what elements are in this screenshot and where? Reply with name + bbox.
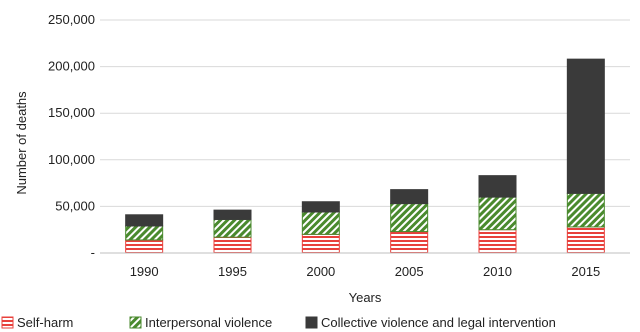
bar-interpersonal-violence-1995	[213, 218, 252, 238]
bar-collective-violence-and-legal-intervention-2005	[390, 189, 429, 205]
legend-label-interpersonal-violence: Interpersonal violence	[145, 315, 272, 330]
y-tick-label: -	[91, 245, 95, 260]
bar-self-harm-1990	[125, 239, 164, 254]
bar-self-harm-2010	[478, 229, 517, 254]
legend-swatch-collective-violence-and-legal-intervention	[305, 316, 318, 329]
bar-collective-violence-and-legal-intervention-2010	[478, 175, 517, 198]
y-tick-label: 200,000	[48, 59, 95, 74]
bar-interpersonal-violence-2010	[478, 196, 517, 231]
bar-self-harm-2005	[390, 231, 429, 254]
y-tick-label: 150,000	[48, 105, 95, 120]
y-tick-label: 50,000	[55, 198, 95, 213]
bar-interpersonal-violence-1990	[125, 225, 164, 241]
x-tick-label: 2015	[571, 264, 600, 279]
bar-collective-violence-and-legal-intervention-2000	[301, 201, 340, 213]
legend-swatch-self-harm	[1, 316, 14, 329]
bar-interpersonal-violence-2000	[301, 211, 340, 235]
bar-interpersonal-violence-2015	[566, 192, 605, 228]
legend-label-collective-violence-and-legal-intervention: Collective violence and legal interventi…	[321, 315, 556, 330]
bar-collective-violence-and-legal-intervention-1990	[125, 214, 164, 227]
x-tick-label: 2005	[395, 264, 424, 279]
bar-self-harm-1995	[213, 236, 252, 254]
x-tick-label: 2000	[306, 264, 335, 279]
x-tick-label: 2010	[483, 264, 512, 279]
y-axis-title: Number of deaths	[14, 91, 29, 195]
bar-self-harm-2000	[301, 233, 340, 254]
gridlines	[100, 19, 630, 207]
bar-collective-violence-and-legal-intervention-1995	[213, 209, 252, 220]
x-tick-label: 1995	[218, 264, 247, 279]
x-tick-label: 1990	[130, 264, 159, 279]
bar-collective-violence-and-legal-intervention-2015	[566, 58, 605, 194]
bar-self-harm-2015	[566, 226, 605, 254]
y-tick-labels: - 50,000 100,000 150,000 200,000 250,000	[48, 12, 95, 260]
bars	[125, 58, 605, 254]
bar-interpersonal-violence-2005	[390, 203, 429, 233]
legend: Self-harm Interpersonal violence Collectiv…	[1, 315, 556, 330]
legend-swatch-interpersonal-violence	[129, 316, 142, 329]
y-tick-label: 250,000	[48, 12, 95, 27]
x-tick-labels: 1990 1995 2000 2005 2010 2015	[130, 264, 601, 279]
legend-label-self-harm: Self-harm	[17, 315, 73, 330]
x-axis-title: Years	[349, 290, 382, 305]
y-tick-label: 100,000	[48, 152, 95, 167]
